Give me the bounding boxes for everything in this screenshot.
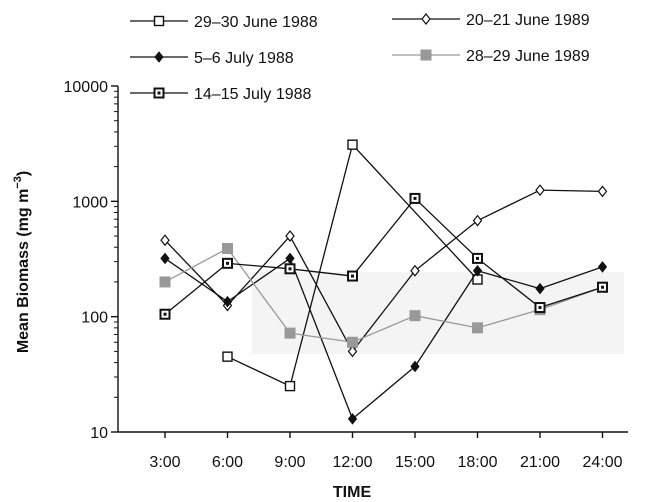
x-tick-label: 21:00: [520, 454, 560, 471]
series-5-point: [472, 252, 483, 264]
legend-marker-1: [153, 15, 165, 27]
x-axis-title: TIME: [333, 484, 372, 501]
legend-marker-2: [421, 13, 431, 25]
series-5-point: [534, 302, 546, 314]
legend-item-4: 28–29 June 1989: [392, 48, 590, 65]
legend-marker-3: [154, 51, 164, 63]
y-axis-title: Mean Biomass (mg m−3): [12, 171, 32, 353]
y-tick-label: 100: [81, 310, 108, 327]
x-tick-label: 3:00: [149, 454, 180, 471]
x-ticks: 3:00 6:00 9:00 12:00 15:00 18:00 21:00 24:00: [149, 432, 623, 471]
x-tick-label: 6:00: [212, 454, 243, 471]
y-tick-label: 10000: [64, 79, 109, 96]
series-3-point: [597, 261, 608, 273]
series-3-point: [472, 264, 483, 277]
legend: 29–30 June 1988 20–21 June 1989 5–6 July…: [130, 12, 590, 103]
series-2-point: [347, 345, 358, 358]
series-5-point: [284, 263, 296, 275]
legend-marker-5: [153, 87, 165, 99]
legend-label-4: 28–29 June 1989: [466, 48, 590, 65]
series-4-point: [222, 242, 233, 254]
series-2-point: [410, 264, 420, 277]
series-5: [159, 192, 608, 320]
y-axis-title-end: ): [15, 171, 32, 176]
series-5-point: [347, 270, 358, 282]
legend-marker-4: [420, 49, 432, 61]
series-3: [160, 252, 608, 425]
series-4-point: [409, 310, 421, 322]
series-1-point: [284, 380, 296, 392]
series-4-point: [284, 327, 296, 339]
series-3-point: [410, 360, 420, 373]
legend-item-1: 29–30 June 1988: [130, 14, 318, 31]
legend-item-3: 5–6 July 1988: [130, 50, 294, 67]
legend-swatch-5: [130, 87, 188, 99]
x-tick-label: 24:00: [582, 454, 622, 471]
series-3-point: [285, 252, 295, 265]
series-4-line: [164, 247, 603, 343]
legend-label-5: 14–15 July 1988: [194, 86, 312, 103]
legend-label-1: 29–30 June 1988: [194, 14, 318, 31]
series-5-point: [159, 308, 171, 320]
series-4-point: [159, 276, 171, 288]
legend-item-5: 14–15 July 1988: [130, 86, 312, 103]
series-1-line: [227, 144, 478, 387]
legend-swatch-4: [392, 49, 460, 61]
series-3-point: [160, 252, 170, 265]
series-4-point: [472, 322, 483, 334]
x-tick-label: 15:00: [395, 454, 435, 471]
series-3-point: [222, 295, 233, 308]
series-1-point: [222, 351, 233, 362]
legend-swatch-1: [130, 15, 188, 27]
legend-label-3: 5–6 July 1988: [194, 50, 294, 67]
series-1-point: [347, 139, 358, 150]
series-2-point: [285, 230, 295, 243]
series-5-line: [164, 197, 603, 315]
series-4-point: [347, 336, 358, 348]
series-1: [222, 139, 483, 392]
series-3-point: [347, 413, 358, 425]
x-tick-label: 9:00: [274, 454, 305, 471]
series-2-point: [535, 184, 545, 197]
series-3-line: [164, 257, 603, 420]
series-layer: [159, 139, 608, 425]
series-5-point: [222, 257, 233, 269]
legend-item-2: 20–21 June 1989: [392, 12, 590, 29]
legend-swatch-2: [392, 13, 460, 25]
y-ticks: 10 100 1000 10000: [64, 79, 118, 442]
series-2-point: [597, 185, 608, 198]
series-2-point: [472, 214, 483, 227]
series-5-point: [597, 281, 608, 293]
legend-swatch-3: [130, 51, 188, 63]
series-3-point: [535, 282, 545, 295]
series-5-point: [409, 192, 421, 204]
y-tick-label: 1000: [72, 194, 108, 211]
series-2-point: [160, 234, 170, 247]
legend-label-2: 20–21 June 1989: [466, 12, 590, 29]
x-tick-label: 12:00: [332, 454, 372, 471]
x-tick-label: 18:00: [457, 454, 497, 471]
background-band: [252, 272, 624, 354]
y-axis-title-sup: −3: [12, 176, 24, 189]
y-tick-label: 10: [90, 425, 108, 442]
y-axis-title-main: Mean Biomass (mg m: [15, 189, 32, 353]
